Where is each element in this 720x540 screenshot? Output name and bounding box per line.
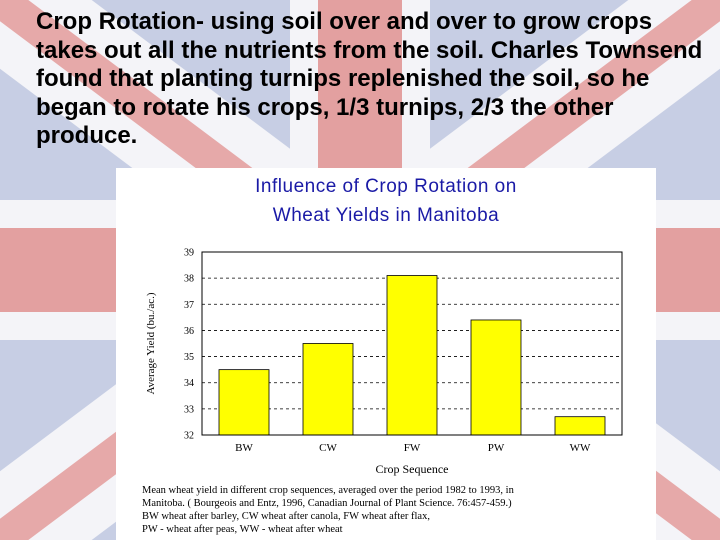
chart-title-line-2: Wheat Yields in Manitoba [272, 205, 500, 226]
y-tick-label: 34 [184, 378, 194, 389]
x-tick-label: FW [404, 442, 421, 454]
y-tick-label: 35 [184, 352, 194, 363]
bar-bw [218, 369, 270, 436]
figure-caption: Mean wheat yield in different crop seque… [142, 484, 642, 536]
y-tick-label: 33 [184, 404, 194, 415]
y-tick-label: 36 [184, 326, 194, 337]
x-tick-label: CW [319, 442, 337, 454]
x-tick-label: BW [235, 442, 253, 454]
caption-line-2: Manitoba. ( Bourgeois and Entz, 1996, Ca… [142, 498, 512, 509]
y-tick-labels: 32 33 34 35 36 37 38 39 [184, 248, 194, 442]
chart-title-line-1: Influence of Crop Rotation on [255, 176, 517, 197]
x-tick-labels: BW CW FW PW WW [235, 442, 591, 454]
slide-heading: Crop Rotation- using soil over and over … [36, 8, 703, 149]
x-tick-label: WW [570, 442, 591, 454]
bar-chart: 32 33 34 35 36 37 38 39 BW CW FW PW WW Average Yiel… [145, 248, 623, 476]
bars [218, 275, 606, 436]
x-axis-label: Crop Sequence [376, 462, 449, 476]
caption-line-1: Mean wheat yield in different crop seque… [142, 485, 514, 496]
caption-line-4: PW - wheat after peas, WW - wheat after … [142, 524, 343, 535]
bar-cw [302, 343, 354, 436]
plot-frame [201, 251, 623, 436]
y-axis-label: Average Yield (bu./ac.) [145, 292, 157, 394]
y-tick-label: 38 [184, 274, 194, 285]
caption-line-3: BW wheat after barley, CW wheat after ca… [142, 511, 430, 522]
chart-figure: Influence of Crop Rotation on Wheat Yiel… [116, 168, 656, 540]
bar-fw [386, 275, 438, 436]
bar-pw [470, 319, 522, 436]
chart-title: Influence of Crop Rotation on Wheat Yiel… [116, 172, 656, 230]
y-tick-label: 37 [184, 300, 194, 311]
x-tick-label: PW [488, 442, 505, 454]
y-tick-label: 32 [184, 431, 194, 442]
bar-ww [554, 416, 606, 436]
y-tick-label: 39 [184, 248, 194, 259]
